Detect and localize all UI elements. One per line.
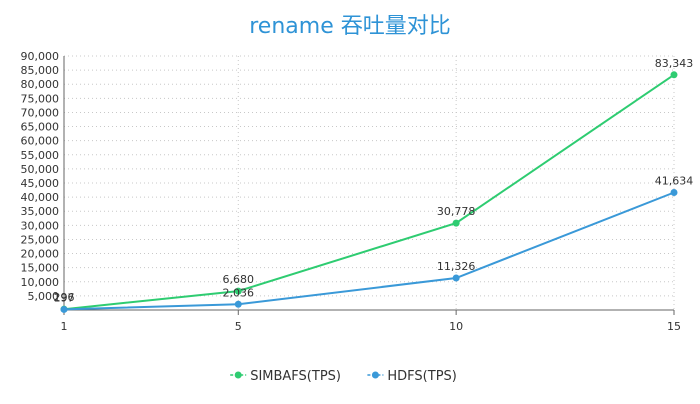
legend-label-hdfs-tps[interactable]: HDFS(TPS) [387,369,456,384]
y-tick-label: 30,000 [21,219,60,232]
data-point-hdfs-tps[interactable] [60,305,68,313]
series-line-hdfs-tps [63,191,675,311]
legend: SIMBAFS(TPS) HDFS(TPS) [230,369,457,384]
y-tick-label: 90,000 [21,50,60,63]
label-layer: 296 6,680 30,778 83,343 197 2,036 11,326 41,634 [54,57,694,305]
data-label-hdfs-tps: 197 [54,291,75,304]
data-label-hdfs-tps: 11,326 [437,260,476,273]
data-label-simbafs-tps: 30,778 [437,205,476,218]
data-label-simbafs-tps: 296 [54,291,75,304]
y-tick-label: 15,000 [21,262,60,275]
data-point-hdfs-tps[interactable] [670,188,678,196]
y-tick-label: 60,000 [21,135,60,148]
series-line-simbafs-tps [63,73,675,311]
y-tick-label: 70,000 [21,106,60,119]
grid-layer [64,55,675,310]
data-point-simbafs-tps[interactable] [670,71,678,79]
chart-title: rename 吞吐量对比 [249,14,451,39]
data-point-hdfs-tps[interactable] [234,300,242,308]
data-label-simbafs-tps: 6,680 [223,273,255,286]
y-tick-label: 10,000 [21,276,60,289]
data-point-hdfs-tps[interactable] [452,274,460,282]
y-tick-label: 55,000 [21,149,60,162]
series-layer [60,71,678,313]
x-tick-label: 5 [235,320,242,333]
data-label-hdfs-tps: 2,036 [223,286,255,299]
y-tick-label: 20,000 [21,248,60,261]
y-tick-label: 75,000 [21,92,60,105]
data-label-simbafs-tps: 83,343 [655,57,694,70]
y-tick-label: 80,000 [21,78,60,91]
data-point-simbafs-tps[interactable] [452,219,460,227]
y-tick-label: 45,000 [21,177,60,190]
y-tick-label: 25,000 [21,233,60,246]
y-tick-label: 35,000 [21,205,60,218]
y-tick-label: 85,000 [21,64,60,77]
y-tick-label: 65,000 [21,121,60,134]
y-tick-label: 50,000 [21,163,60,176]
legend-marker-hdfs-tps [371,371,379,379]
x-tick-label: 15 [667,320,681,333]
x-tick-label: 10 [449,320,463,333]
y-tick-label: 5,000 [28,290,60,303]
data-label-hdfs-tps: 41,634 [655,174,694,187]
data-point-simbafs-tps[interactable] [234,287,242,295]
x-tick-label: 1 [61,320,68,333]
legend-marker-simbafs-tps [234,371,242,379]
legend-label-simbafs-tps[interactable]: SIMBAFS(TPS) [250,369,341,384]
y-tick-label: 40,000 [21,191,60,204]
